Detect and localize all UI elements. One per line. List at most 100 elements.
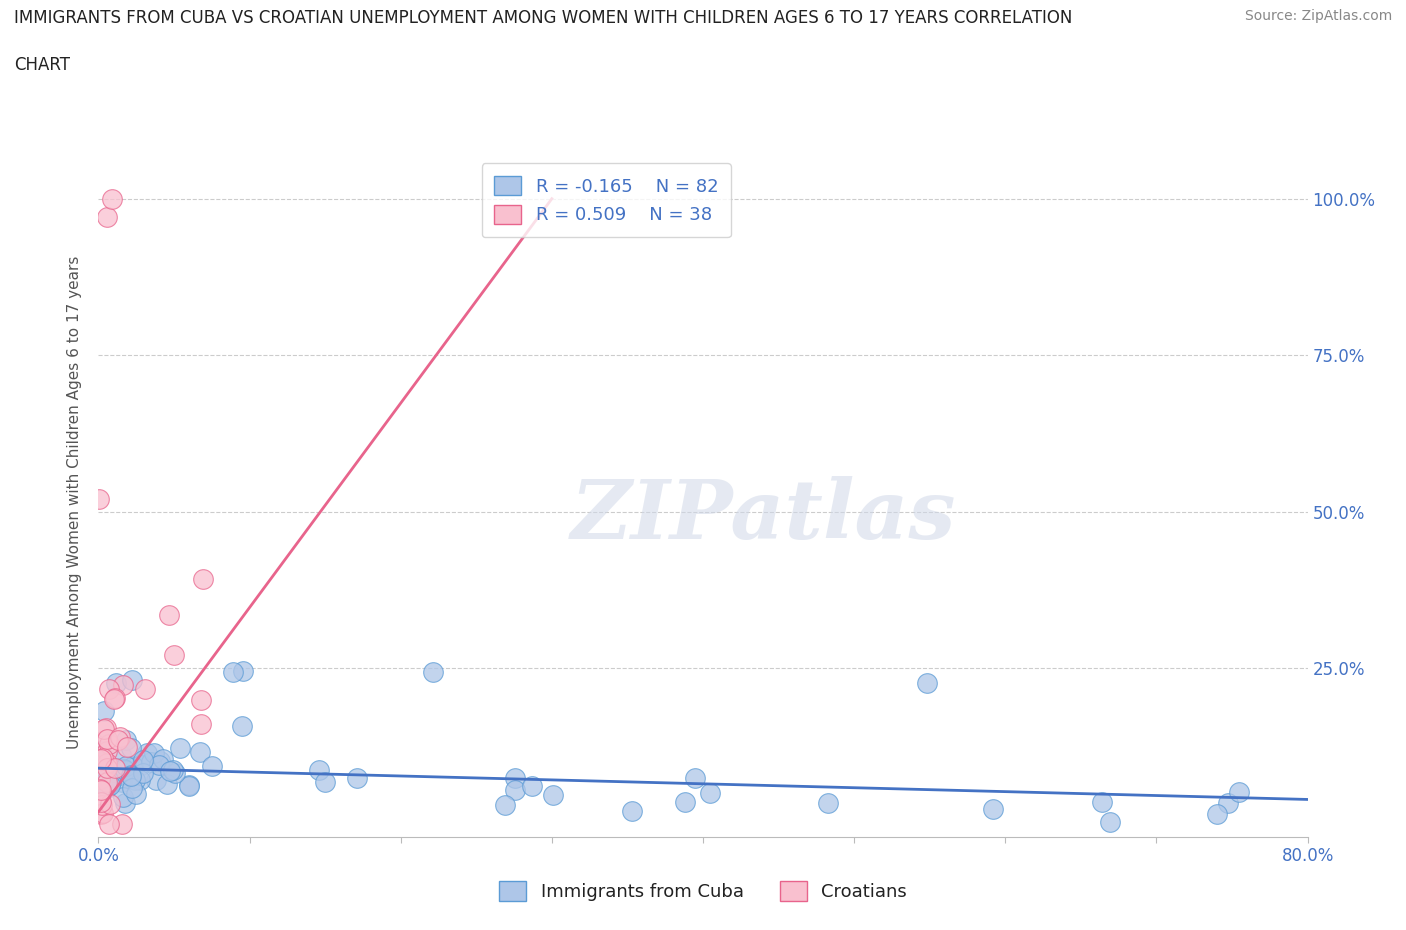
Point — [104, 676, 127, 691]
Point — [112, 762, 135, 777]
Point — [96, 743, 118, 758]
Point — [91, 733, 114, 748]
Point — [90, 794, 112, 809]
Point — [131, 757, 153, 772]
Point — [193, 571, 215, 586]
Point — [93, 760, 115, 775]
Point — [673, 794, 696, 809]
Point — [1099, 815, 1122, 830]
Point — [105, 761, 128, 776]
Point — [190, 716, 212, 731]
Point — [221, 665, 243, 680]
Point — [120, 769, 142, 784]
Point — [96, 756, 118, 771]
Point — [89, 755, 111, 770]
Point — [231, 718, 253, 733]
Point — [132, 765, 155, 780]
Point — [124, 787, 146, 802]
Point — [100, 777, 122, 792]
Point — [620, 804, 643, 818]
Point — [89, 782, 111, 797]
Point — [111, 775, 134, 790]
Point — [165, 765, 187, 780]
Point — [91, 805, 114, 820]
Point — [145, 772, 167, 787]
Point — [89, 492, 111, 507]
Point — [122, 759, 145, 774]
Point — [163, 648, 186, 663]
Point — [103, 691, 125, 706]
Point — [699, 785, 721, 800]
Point — [89, 772, 111, 787]
Point — [111, 790, 134, 804]
Point — [111, 678, 134, 693]
Point — [105, 761, 128, 776]
Point — [90, 755, 112, 770]
Point — [114, 795, 136, 810]
Point — [201, 758, 224, 773]
Point — [98, 736, 121, 751]
Point — [97, 767, 120, 782]
Point — [110, 765, 132, 780]
Text: IMMIGRANTS FROM CUBA VS CROATIAN UNEMPLOYMENT AMONG WOMEN WITH CHILDREN AGES 6 T: IMMIGRANTS FROM CUBA VS CROATIAN UNEMPLO… — [14, 9, 1073, 27]
Point — [104, 761, 127, 776]
Point — [115, 732, 138, 747]
Point — [96, 772, 118, 787]
Point — [541, 788, 564, 803]
Point — [157, 608, 180, 623]
Point — [503, 782, 526, 797]
Point — [149, 754, 172, 769]
Point — [108, 730, 131, 745]
Point — [148, 758, 170, 773]
Point — [817, 796, 839, 811]
Point — [121, 672, 143, 687]
Point — [179, 777, 201, 792]
Point — [97, 817, 120, 832]
Point — [1205, 806, 1227, 821]
Point — [156, 777, 179, 792]
Point — [120, 740, 142, 755]
Point — [94, 721, 117, 736]
Point — [188, 745, 211, 760]
Point — [232, 663, 254, 678]
Point — [981, 802, 1004, 817]
Point — [132, 752, 155, 767]
Point — [96, 210, 118, 225]
Point — [90, 744, 112, 759]
Point — [100, 770, 122, 785]
Point — [90, 751, 112, 766]
Point — [177, 779, 200, 794]
Point — [98, 681, 121, 696]
Point — [98, 796, 121, 811]
Point — [96, 732, 118, 747]
Text: ZIPatlas: ZIPatlas — [571, 475, 956, 555]
Point — [346, 771, 368, 786]
Point — [93, 751, 115, 765]
Point — [308, 763, 330, 777]
Point — [190, 693, 212, 708]
Point — [98, 770, 121, 785]
Point — [90, 798, 112, 813]
Point — [115, 739, 138, 754]
Point — [117, 769, 139, 784]
Point — [90, 782, 112, 797]
Point — [111, 817, 134, 831]
Point — [101, 764, 124, 779]
Point — [314, 775, 336, 790]
Point — [100, 775, 122, 790]
Point — [139, 754, 162, 769]
Legend: Immigrants from Cuba, Croatians: Immigrants from Cuba, Croatians — [492, 874, 914, 909]
Point — [422, 664, 444, 679]
Point — [1227, 785, 1250, 800]
Point — [683, 771, 706, 786]
Point — [495, 798, 517, 813]
Point — [120, 767, 142, 782]
Point — [129, 773, 152, 788]
Point — [115, 759, 138, 774]
Point — [93, 703, 115, 718]
Point — [93, 722, 115, 737]
Point — [136, 745, 159, 760]
Point — [162, 763, 184, 777]
Point — [114, 763, 136, 777]
Point — [124, 772, 146, 787]
